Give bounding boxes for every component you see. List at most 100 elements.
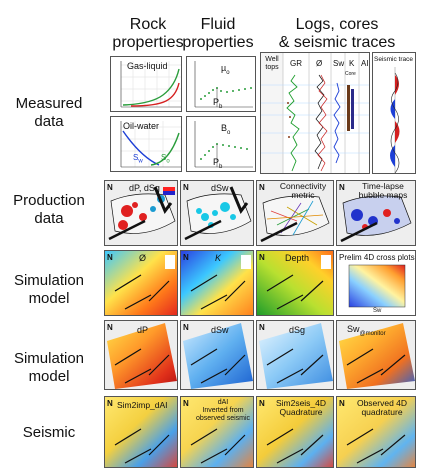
row-label-seismic-1: Seismic [22,424,76,441]
so-letter: S [161,153,167,162]
header-logs-line2: & seismic traces [278,34,396,51]
seismic-trace-panel: Seismic trace [372,52,416,174]
map-production-dsw: N dSw [180,180,254,246]
north-arrow-icon: N [107,253,113,262]
dai-inverted-title-1: dAI [217,399,229,406]
north-arrow-icon: N [183,323,189,332]
map-connectivity-metric: N Connectivity metric [256,180,334,246]
pb-label-1: Pb [213,97,222,110]
well-tops-line2: tops [265,64,279,71]
mu-sub: o [226,69,230,76]
porosity-title: Ø [139,253,147,263]
oil-water-title: Oil-water [123,121,160,131]
sim2seis-title: Sim2seis_4D Quadrature [269,399,333,417]
connectivity-title-2: metric [291,190,315,200]
header-rock-line1: Rock [129,16,167,33]
north-arrow-icon: N [339,399,345,408]
crossplot-title: Prelim 4D cross plots [339,253,415,262]
observed-4d-title-2: quadrature [361,407,403,417]
header-fluid-line1: Fluid [200,16,236,33]
dp-map [105,321,177,389]
well-log-panel: Well tops GR Ø Sw K Core AI [260,52,370,174]
production-dsw-map [181,181,253,245]
so-sub: o [166,158,170,165]
dsw-title: dSw [211,325,229,335]
dai-inverted-title-2: Inverted from [202,407,244,414]
sw-monitor-main: Sw [347,324,360,334]
pb-letter-1: P [213,97,220,107]
header-logs: Logs, cores & seismic traces [262,16,412,52]
sw-monitor-title: Sw@monitor [347,324,386,339]
header-logs-line1: Logs, cores [295,16,379,33]
sw-sub: w [138,158,143,165]
observed-4d-title: Observed 4D quadrature [349,399,415,417]
sim2seis-title-2: Quadrature [279,407,323,417]
north-arrow-icon: N [259,399,265,408]
timelapse-title-1: Time-lapse [362,181,404,191]
pb-sub-2: b [219,163,223,170]
gas-liquid-relperm-plot: Gas-liquid [110,56,182,112]
observed-4d-quadrature-map [337,397,415,467]
north-arrow-icon: N [183,183,189,192]
dp-title: dP [137,325,149,335]
row-label-simulation-2: Simulation model [0,350,98,386]
map-timelapse-bubble: N Time-lapse bubble maps [336,180,416,246]
timelapse-bubble-map [337,181,415,245]
k-log-label: K [349,59,355,68]
production-dp-dsg-map [105,181,177,245]
porosity-log-label: Ø [316,59,323,68]
map-production-dp-dsg: N dP, dSg [104,180,178,246]
row-label-simulation-2b: model [28,368,70,385]
sw-monitor-map [337,321,415,389]
crossplot-4d: Prelim 4D cross plots Sw [336,250,416,316]
so-label: So [161,153,170,165]
map-dsw: N dSw [180,320,254,390]
sw-monitor-sub: @monitor [359,330,386,337]
row-label-production-2: data [34,210,64,227]
formation-volume-factor-plot: Bo Pb [186,116,256,172]
north-arrow-icon: N [107,183,113,192]
connectivity-title-1: Connectivity [279,181,327,191]
ai-log-label: AI [361,59,369,68]
dai-inverted-title-3: observed seismic [195,415,251,422]
map-sw-monitor: Sw@monitor [336,320,416,390]
pb-letter-2: P [213,157,220,167]
oil-water-relperm-plot: Oil-water Sw So [110,116,182,172]
map-dp: N dP [104,320,178,390]
gas-liquid-title: Gas-liquid [127,61,168,71]
row-label-production-1: Production [13,192,85,209]
map-dai-inverted: N dAI Inverted from observed seismic [180,396,254,468]
map-permeability: N K [180,250,254,316]
north-arrow-icon: N [183,253,189,262]
map-depth: N Depth [256,250,334,316]
connectivity-map [257,181,333,245]
header-fluid-properties: Fluid properties [182,16,254,52]
bo-sub: o [227,129,231,136]
dai-inverted-map [181,397,253,467]
header-rock-line2: properties [112,34,184,51]
mu-label: µo [221,63,230,76]
gas-liquid-curves [120,61,181,108]
sw-log-label: Sw [333,59,345,68]
well-tops-line1: Well [265,56,279,63]
dsg-map [257,321,333,389]
seismic-trace-wiggle [390,67,400,173]
map-dsg: N dSg [256,320,334,390]
viscosity-curve [194,61,253,108]
bo-letter: B [221,123,228,133]
pb-label-2: Pb [213,157,222,170]
permeability-title: K [215,253,222,263]
mu-letter: µ [221,63,227,73]
sim2seis-quadrature-map [257,397,333,467]
timelapse-title-2: bubble maps [358,190,408,200]
bo-label: Bo [221,123,230,136]
row-label-simulation-1: Simulation model [0,272,98,308]
row-label-seismic: Seismic [0,424,98,442]
core-label: Core [345,71,356,77]
sw-label: Sw [133,153,143,165]
header-fluid-line2: properties [182,34,254,51]
dsg-title: dSg [289,325,306,335]
depth-title: Depth [285,253,310,263]
dsw-map [181,321,253,389]
north-arrow-icon: N [183,399,189,408]
